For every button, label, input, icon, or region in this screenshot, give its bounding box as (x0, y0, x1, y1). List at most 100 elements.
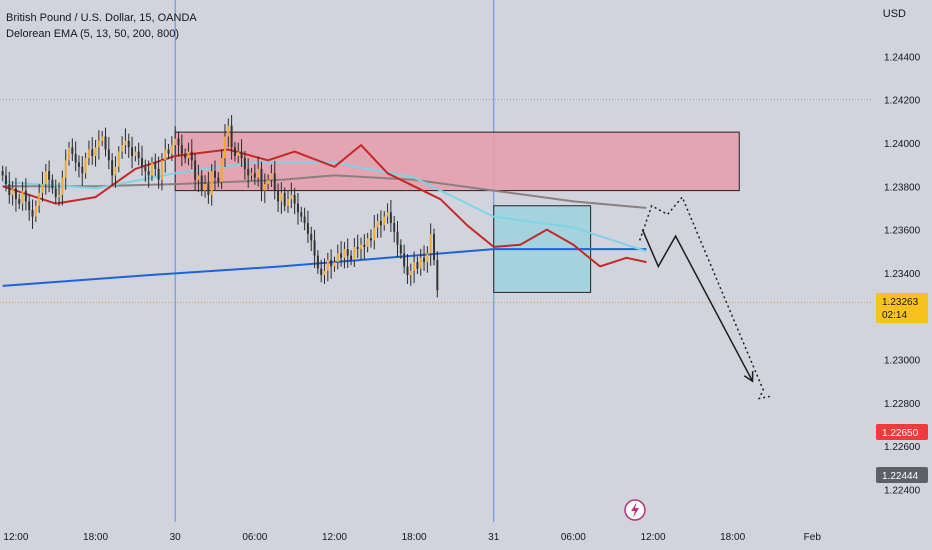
candle-body (190, 151, 193, 161)
time-tick-label: 18:00 (720, 532, 745, 543)
candle-body (333, 262, 336, 267)
candle-body (383, 216, 386, 226)
candle-body (4, 175, 7, 185)
candle-body (230, 125, 233, 148)
candle-body (164, 149, 167, 161)
candle-body (406, 266, 409, 276)
candle-body (121, 145, 124, 152)
price-tick-label: 1.23000 (884, 356, 921, 367)
price-tick-label: 1.23800 (884, 182, 921, 193)
solid-projection[interactable] (641, 229, 754, 382)
candle-body (101, 136, 104, 141)
candle-body (127, 140, 130, 148)
candle-body (11, 188, 14, 195)
candle-body (260, 168, 263, 191)
candle-body (399, 244, 402, 254)
candle-body (77, 162, 80, 167)
time-tick-label: 18:00 (402, 532, 427, 543)
candle-body (91, 149, 94, 156)
candle-body (293, 194, 296, 204)
candle-body (187, 151, 190, 159)
candle-body (144, 166, 147, 172)
candle-body (379, 220, 382, 226)
current-price-badge: 1.23263 02:14 (876, 293, 928, 323)
price-tick-label: 1.22600 (884, 442, 921, 453)
candle-body (409, 270, 412, 276)
candle-body (426, 253, 429, 263)
candle-body (177, 138, 180, 146)
projection-paths (638, 195, 770, 400)
candle-body (270, 173, 273, 180)
candle-body (74, 153, 77, 163)
candle-body (141, 158, 144, 167)
ema-line (2, 161, 647, 253)
time-tick-label: 31 (488, 532, 500, 543)
time-axis[interactable]: 12:00 18:00 30 06:00 12:00 18:00 31 06:00 12:00 1… (3, 532, 821, 543)
lightning-bolt-icon[interactable] (624, 499, 646, 521)
candle-body (18, 199, 21, 204)
candle-body (8, 184, 11, 195)
candle-body (28, 201, 31, 211)
candle-body (227, 125, 230, 137)
candle-body (237, 151, 240, 156)
candle-body (330, 259, 333, 267)
candle-body (81, 166, 84, 174)
candle-body (220, 158, 223, 182)
candle-body (290, 194, 293, 200)
candle-body (233, 147, 236, 156)
price-tick-label: 1.24200 (884, 96, 921, 107)
candle-body (413, 262, 416, 271)
candle-body (267, 179, 270, 185)
candle-body (214, 171, 217, 178)
candle-body (197, 175, 200, 180)
candle-body (419, 257, 422, 269)
candle-body (124, 140, 127, 146)
candle-body (157, 168, 160, 180)
axis-currency-label: USD (882, 8, 906, 20)
candle-body (386, 212, 389, 217)
current-price-value: 1.23263 (882, 297, 919, 308)
ema-line (2, 174, 647, 209)
candle-body (257, 168, 260, 178)
price-tick-label: 1.24000 (884, 139, 921, 150)
candle-body (356, 246, 359, 250)
candle-body (277, 190, 280, 202)
candle-body (423, 257, 426, 263)
candle-body (416, 262, 419, 269)
candle-body (287, 199, 290, 206)
candle-body (104, 136, 107, 150)
time-tick-label: 12:00 (3, 532, 28, 543)
candle-body (240, 151, 243, 159)
candle-body (389, 212, 392, 224)
candle-body (283, 192, 286, 206)
candle-body (200, 175, 203, 191)
candle-body (436, 259, 439, 291)
candle-body (280, 192, 283, 202)
candle-body (150, 162, 153, 176)
time-tick-label: 12:00 (322, 532, 347, 543)
dotted-projection[interactable] (638, 195, 770, 400)
candle-body (403, 253, 406, 267)
red-price-value: 1.22650 (882, 428, 919, 439)
candle-body (369, 238, 372, 241)
candle-body (44, 171, 47, 185)
chart-legend: British Pound / U.S. Dollar, 15, OANDA D… (6, 10, 197, 42)
candle-body (316, 255, 319, 269)
candle-body (360, 244, 363, 250)
candle-body (217, 177, 220, 182)
candle-body (343, 249, 346, 258)
price-tick-label: 1.22400 (884, 486, 921, 497)
candle-body (194, 160, 197, 180)
symbol-title: British Pound / U.S. Dollar, 15, OANDA (6, 12, 197, 24)
candle-body (253, 173, 256, 178)
time-tick-label: 12:00 (640, 532, 665, 543)
candle-body (58, 194, 61, 198)
candle-body (51, 179, 54, 189)
candle-body (243, 158, 246, 169)
time-tick-label: Feb (804, 532, 822, 543)
candle-body (204, 184, 207, 191)
zone-box[interactable] (174, 131, 740, 192)
candle-body (174, 138, 177, 146)
candle-body (94, 147, 97, 156)
